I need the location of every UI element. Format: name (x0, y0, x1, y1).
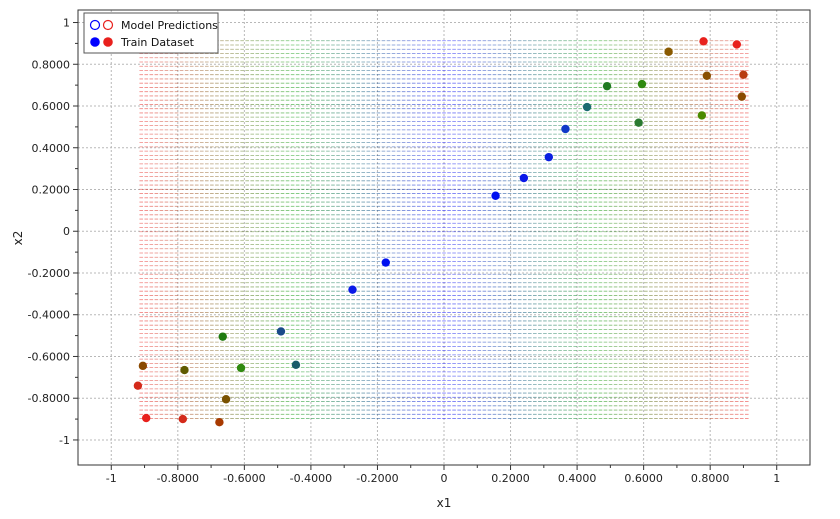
y-tick-label: 0.2000 (32, 183, 71, 196)
y-tick-label: -0.2000 (28, 267, 70, 280)
train-data-point (699, 37, 708, 46)
x-tick-label: -0.4000 (290, 472, 332, 485)
y-tick-label: 0.8000 (32, 58, 71, 71)
y-tick-label: 1 (63, 17, 70, 30)
y-tick-label: -1 (59, 434, 70, 447)
train-data-point (221, 395, 231, 404)
train-data-point (348, 285, 357, 294)
x-tick-label: -0.6000 (223, 472, 265, 485)
x-tick-label: -0.2000 (356, 472, 398, 485)
x-tick-label: 0 (441, 472, 448, 485)
legend-model-label: Model Predictions (121, 19, 218, 32)
train-data-point (491, 191, 500, 200)
train-data-point (138, 361, 148, 371)
train-data-point (561, 124, 570, 134)
y-tick-label: 0 (63, 225, 70, 238)
train-data-point (697, 111, 707, 120)
x-tick-label: 0.6000 (624, 472, 663, 485)
train-data-point (519, 173, 529, 183)
train-data-point (381, 258, 390, 267)
legend-train-blue-filled-icon (90, 37, 100, 47)
train-data-point (291, 360, 301, 370)
legend-train-red-filled-icon (103, 37, 113, 47)
train-data-point (637, 79, 647, 89)
legend-model-blue-hollow-icon (89, 19, 101, 31)
train-data-point (739, 70, 748, 79)
legend-model-red-hollow-icon (102, 19, 114, 31)
y-axis-ticks: 1 0.8000 0.6000 0.4000 0.2000 0 -0.2000 -0.4000… (28, 17, 78, 447)
train-dataset-layer (133, 37, 748, 427)
x-tick-label: 0.8000 (691, 472, 730, 485)
legend[interactable]: Model Predictions Train Dataset (83, 12, 219, 54)
train-data-point (180, 365, 189, 375)
y-tick-label: 0.4000 (32, 142, 71, 155)
x-tick-label: 1 (773, 472, 780, 485)
legend-train-label: Train Dataset (120, 36, 195, 49)
x-tick-label: -1 (106, 472, 117, 485)
y-axis-title: x2 (11, 231, 25, 246)
x-axis-title: x1 (437, 496, 452, 510)
train-data-point (732, 40, 741, 49)
y-tick-label: -0.8000 (28, 392, 70, 405)
train-data-point (178, 414, 188, 424)
train-data-point (702, 71, 712, 80)
y-tick-label: -0.4000 (28, 309, 70, 322)
train-data-point (142, 413, 151, 423)
train-data-point (602, 81, 612, 91)
train-data-point (634, 118, 643, 127)
train-data-point (236, 363, 246, 373)
train-data-point (737, 92, 746, 101)
y-tick-label: -0.6000 (28, 350, 70, 363)
y-tick-label: 0.6000 (32, 100, 71, 113)
x-tick-label: -0.8000 (157, 472, 199, 485)
x-axis-ticks: -1 -0.8000 -0.6000 -0.4000 -0.2000 0 0.2000 0.4… (106, 465, 780, 485)
train-data-point (544, 152, 554, 162)
train-data-point (276, 327, 286, 336)
x-tick-label: 0.4000 (558, 472, 597, 485)
x-tick-label: 0.2000 (491, 472, 530, 485)
train-data-point (582, 102, 592, 112)
train-data-point (664, 47, 673, 56)
train-data-point (133, 381, 143, 390)
train-data-point (215, 418, 224, 427)
train-data-point (218, 332, 227, 341)
